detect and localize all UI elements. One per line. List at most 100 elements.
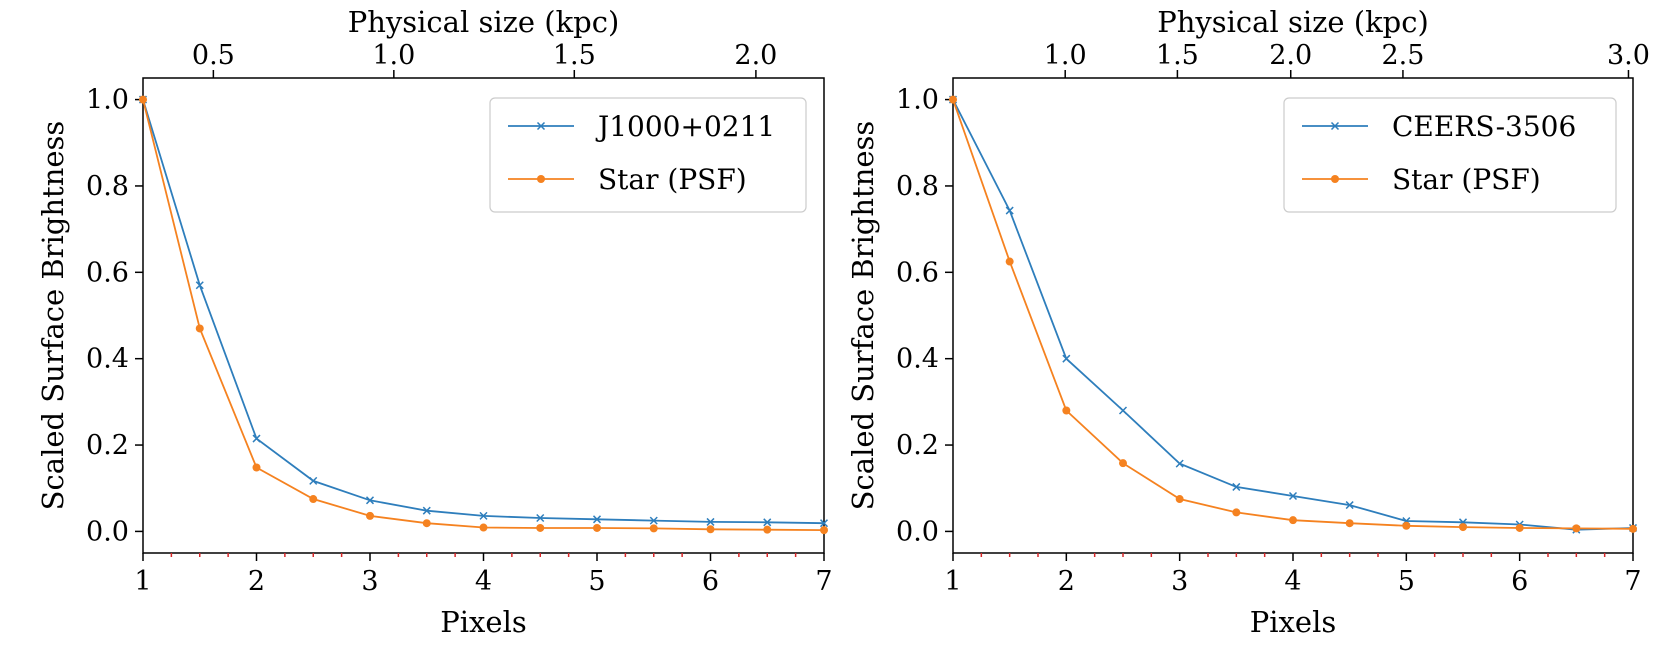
chart-panel-1: 1 2 3 4 5 6 7 0.5 1.0 1.5 2.0 0.0 0.2 0.4 0.6 0.8 1.0 Pix… [36, 5, 833, 639]
data-point [763, 525, 772, 534]
legend-marker [1331, 175, 1339, 183]
top-axis-title: Physical size (kpc) [348, 5, 620, 39]
legend-marker [536, 121, 546, 131]
y-tick-label: 0.8 [86, 171, 129, 202]
x-tick-label: 4 [1284, 566, 1301, 597]
data-point [1402, 521, 1411, 530]
x-tick-label: 4 [475, 566, 492, 597]
data-point [252, 463, 261, 472]
data-point [706, 525, 715, 534]
data-point [366, 511, 374, 520]
chart-panel-2: 1 2 3 4 5 6 7 1.0 1.5 2.0 2.5 3.0 0.0 0.2 0.4 0.6 0.8 1.0… [846, 5, 1650, 639]
x-tick-label: 1 [944, 566, 961, 597]
data-point [706, 517, 715, 526]
x-tick-label: 5 [588, 566, 605, 597]
data-point [1119, 459, 1127, 468]
series-star-psf- [139, 95, 828, 535]
top-x-tick-label: 1.0 [1044, 40, 1087, 71]
y-axis-title: Scaled Surface Brightness [846, 121, 880, 511]
top-x-tick-label: 1.0 [372, 40, 415, 71]
data-point [1005, 206, 1014, 215]
legend-label: CEERS-3506 [1392, 110, 1576, 143]
x-tick-label: 3 [361, 566, 378, 597]
data-point [139, 95, 147, 104]
data-point [1345, 501, 1354, 510]
top-axis-title: Physical size (kpc) [1157, 5, 1429, 39]
data-point [763, 518, 772, 527]
series-star-psf- [949, 95, 1637, 533]
y-axis-title: Scaled Surface Brightness [36, 121, 70, 511]
y-tick-label: 0.6 [86, 257, 129, 288]
x-tick-label: 2 [1058, 566, 1075, 597]
data-point [649, 524, 658, 533]
legend-marker [537, 175, 545, 183]
legend: CEERS-3506 Star (PSF) [1283, 97, 1617, 213]
top-x-tick-label: 2.0 [1269, 40, 1312, 71]
legend-label: Star (PSF) [598, 163, 747, 196]
data-point [820, 526, 828, 535]
y-tick-label: 0.2 [86, 430, 129, 461]
data-point [1572, 524, 1581, 533]
top-x-tick-label: 1.5 [1156, 40, 1199, 71]
y-tick-label: 0.0 [896, 516, 939, 547]
data-point [422, 506, 431, 515]
data-point [649, 516, 658, 525]
y-tick-label: 0.8 [896, 171, 939, 202]
data-point [195, 281, 204, 290]
x-tick-label: 2 [248, 566, 265, 597]
data-point [1345, 519, 1354, 528]
y-tick-label: 0.4 [896, 344, 939, 375]
data-point [479, 511, 488, 520]
data-point [252, 434, 261, 443]
x-tick-label: 6 [1511, 566, 1528, 597]
data-point [1005, 257, 1014, 266]
data-point [1118, 406, 1128, 415]
data-point [1459, 523, 1467, 532]
top-x-tick-label: 0.5 [192, 40, 235, 71]
data-point [949, 95, 957, 104]
x-tick-label: 3 [1171, 566, 1188, 597]
data-point [819, 519, 829, 528]
x-tick-label: 7 [1624, 566, 1641, 597]
data-point [1232, 508, 1241, 517]
y-tick-label: 0.2 [896, 430, 939, 461]
data-point [1062, 354, 1071, 363]
x-axis-title: Pixels [1250, 605, 1336, 639]
y-tick-label: 0.0 [86, 516, 129, 547]
y-tick-label: 0.4 [86, 344, 129, 375]
data-point [592, 515, 602, 524]
data-point [1175, 459, 1184, 468]
data-point [309, 495, 318, 504]
x-tick-label: 7 [815, 566, 832, 597]
data-point [536, 523, 545, 532]
data-point [195, 324, 204, 333]
y-tick-label: 0.6 [896, 257, 939, 288]
y-tick-label: 1.0 [86, 85, 129, 116]
y-tick-label: 1.0 [896, 85, 939, 116]
data-point [479, 523, 488, 532]
data-point [1062, 406, 1071, 415]
legend-label: Star (PSF) [1392, 163, 1541, 196]
data-point [1515, 523, 1524, 532]
legend: J1000+0211 Star (PSF) [489, 97, 807, 213]
data-point [1232, 482, 1241, 491]
top-x-tick-label: 1.5 [553, 40, 596, 71]
data-point [1629, 524, 1637, 533]
top-x-tick-label: 3.0 [1607, 40, 1650, 71]
x-tick-label: 6 [702, 566, 719, 597]
top-x-tick-label: 2.5 [1381, 40, 1424, 71]
data-point [365, 496, 375, 505]
data-point [1289, 516, 1297, 525]
legend-label: J1000+0211 [595, 110, 775, 143]
legend-marker [1330, 121, 1340, 131]
data-point [1288, 491, 1298, 501]
top-x-tick-label: 2.0 [734, 40, 777, 71]
data-point [593, 523, 601, 532]
data-point [422, 519, 431, 528]
x-axis-title: Pixels [440, 605, 526, 639]
data-point [309, 476, 318, 485]
x-tick-label: 5 [1398, 566, 1415, 597]
data-point [1175, 495, 1184, 504]
data-point [536, 513, 545, 523]
